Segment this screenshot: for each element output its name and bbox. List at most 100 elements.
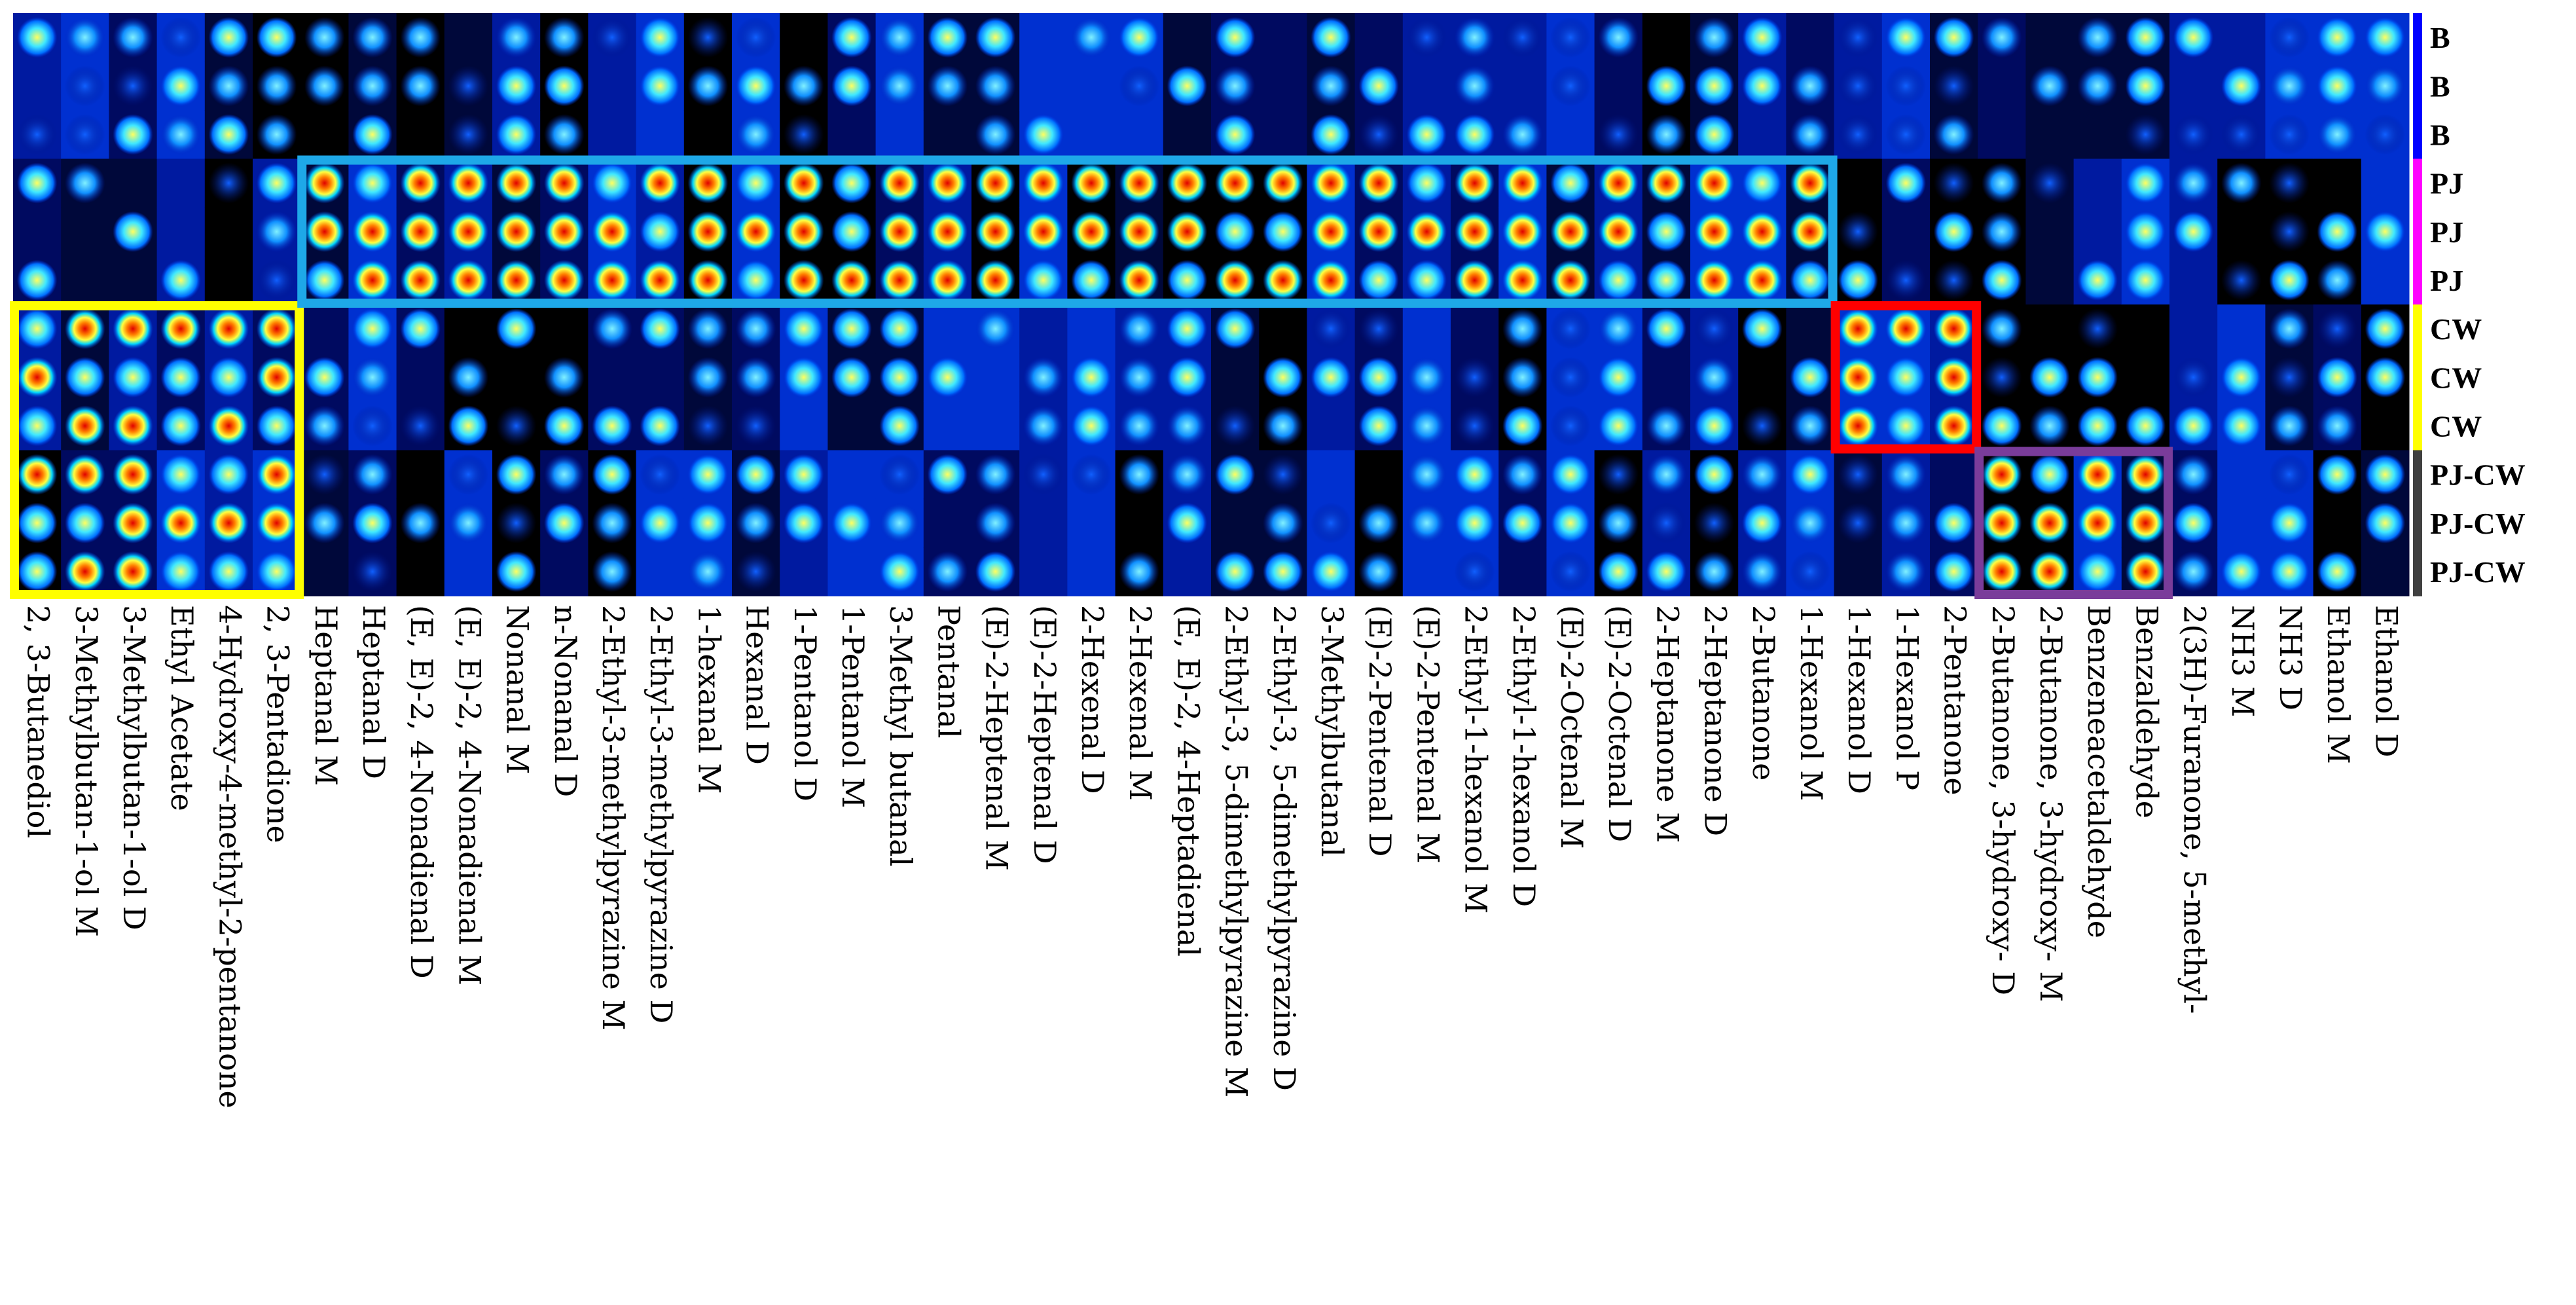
heatmap-spot	[1742, 162, 1783, 204]
heatmap-spot	[2077, 308, 2118, 350]
group-bar-segment	[2413, 110, 2422, 159]
heatmap-spot	[1885, 65, 1927, 107]
heatmap-spot	[2077, 502, 2118, 543]
heatmap-spot	[975, 211, 1016, 252]
heatmap-spot	[448, 162, 489, 204]
heatmap-cell-2-ethyl-3-5-dimethylpyrazine-m-r8	[1211, 353, 1260, 402]
heatmap-spot	[1071, 259, 1112, 301]
heatmap-cell-nh3-m-r7	[2217, 304, 2266, 354]
heatmap-spot	[1838, 259, 1878, 301]
heatmap-spot	[784, 162, 824, 204]
heatmap-spot	[256, 65, 297, 107]
heatmap-cell-e-2-pentenal-d-r10	[1354, 450, 1404, 500]
heatmap-spot	[160, 405, 201, 447]
heatmap-spot	[1119, 454, 1159, 495]
heatmap-cell-ethanol-d-r6	[2361, 255, 2410, 305]
heatmap-spot	[927, 551, 968, 593]
column-label: 2-Ethyl-1-hexanol D	[1506, 605, 1542, 907]
heatmap-spot	[1694, 405, 1735, 447]
heatmap-spot	[2125, 502, 2166, 543]
heatmap-spot	[113, 551, 153, 593]
column-label: 2-Pentanone	[1938, 605, 1973, 796]
heatmap-spot	[1214, 16, 1256, 58]
heatmap-spot	[113, 16, 153, 58]
heatmap-cell-2-3-butanediol-r2	[13, 62, 62, 111]
column-label: 1-Pentanol D	[788, 605, 823, 801]
heatmap-cell-2-butanone-3-hydroxy-m-r7	[2025, 304, 2075, 354]
heatmap-spot	[592, 211, 632, 252]
heatmap-spot	[2173, 162, 2214, 204]
heatmap-spot	[592, 16, 632, 58]
heatmap-cell-e-2-heptenal-d-r2	[1019, 62, 1068, 111]
heatmap-spot	[2125, 259, 2166, 301]
heatmap-spot	[1502, 16, 1543, 58]
heatmap-cell-2-ethyl-3-5-dimethylpyrazine-d-r2	[1259, 62, 1307, 111]
heatmap-cell-2-hexenal-d-r7	[1067, 304, 1116, 354]
heatmap-spot	[208, 162, 249, 204]
heatmap-spot	[1694, 65, 1735, 107]
heatmap-spot	[2317, 357, 2357, 398]
column-label: (E, E)-2, 4-Heptadienal	[1170, 605, 1206, 957]
heatmap-spot	[208, 308, 249, 350]
heatmap-spot	[1311, 16, 1351, 58]
heatmap-spot	[2317, 308, 2357, 350]
heatmap-spot	[1550, 259, 1591, 301]
heatmap-spot	[735, 454, 776, 495]
heatmap-spot	[1311, 357, 1351, 398]
heatmap-spot	[975, 114, 1016, 155]
heatmap-cell-1-hexanol-m-r1	[1786, 13, 1835, 62]
heatmap-spot	[496, 65, 537, 107]
row-label: PJ	[2430, 264, 2463, 297]
row-label: PJ	[2430, 167, 2463, 200]
heatmap-spot	[2221, 114, 2262, 155]
heatmap-spot	[1646, 454, 1687, 495]
heatmap-spot	[1358, 114, 1399, 155]
heatmap-spot	[16, 551, 58, 593]
heatmap-spot	[2077, 357, 2118, 398]
heatmap-spot	[1406, 502, 1447, 543]
row-label: B	[2430, 69, 2450, 103]
heatmap-cell-benzeneacetaldehyde-r3	[2073, 110, 2122, 159]
heatmap-cell-e-e-2-4-nonadienal-m-r12	[444, 547, 493, 597]
heatmap-spot	[687, 162, 729, 204]
heatmap-spot	[496, 211, 537, 252]
heatmap-spot	[1023, 114, 1064, 155]
heatmap-cell-e-e-2-4-heptadienal-r3	[1163, 110, 1212, 159]
heatmap-spot	[1598, 114, 1639, 155]
heatmap-cell-nh3-m-r5	[2217, 207, 2266, 257]
heatmap-spot	[640, 259, 680, 301]
heatmap-spot	[352, 162, 393, 204]
heatmap-spot	[1502, 357, 1543, 398]
heatmap-spot	[1502, 114, 1543, 155]
heatmap-spot	[448, 357, 489, 398]
heatmap-spot	[687, 65, 729, 107]
heatmap-cell-1-hexanol-m-r7	[1786, 304, 1835, 354]
heatmap-spot	[2125, 114, 2166, 155]
heatmap-cell-pentanal-r9	[923, 401, 972, 450]
heatmap-spot	[784, 357, 824, 398]
heatmap-spot	[1933, 551, 1974, 593]
heatmap-spot	[2077, 551, 2118, 593]
heatmap-spot	[1167, 502, 1208, 543]
heatmap-spot	[2029, 405, 2070, 447]
heatmap-cell-ethanol-d-r9	[2361, 401, 2410, 450]
heatmap-spot	[1550, 16, 1591, 58]
heatmap-spot	[1406, 114, 1447, 155]
heatmap-spot	[1982, 357, 2022, 398]
heatmap-spot	[1838, 502, 1878, 543]
heatmap-cell-nh3-m-r1	[2217, 13, 2266, 62]
group-bar-segment	[2413, 547, 2422, 597]
heatmap-spot	[304, 16, 345, 58]
heatmap-cell-1-pentanol-m-r10	[827, 450, 877, 500]
heatmap-spot	[1167, 308, 1208, 350]
group-bar-segment	[2413, 450, 2422, 500]
heatmap-cell-e-2-heptenal-d-r7	[1019, 304, 1068, 354]
heatmap-spot	[1933, 502, 1974, 543]
heatmap-spot	[304, 357, 345, 398]
heatmap-spot	[879, 259, 920, 301]
heatmap-spot	[16, 308, 58, 350]
heatmap-spot	[879, 16, 920, 58]
heatmap-spot	[2221, 162, 2262, 204]
column-label: Heptanal M	[308, 605, 344, 786]
